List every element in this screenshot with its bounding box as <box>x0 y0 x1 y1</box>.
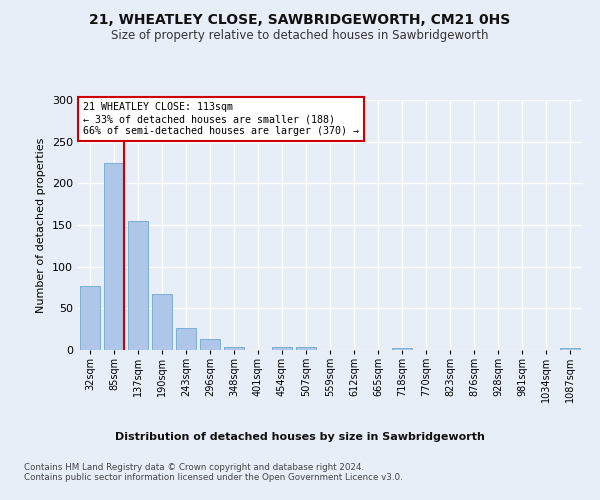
Text: 21, WHEATLEY CLOSE, SAWBRIDGEWORTH, CM21 0HS: 21, WHEATLEY CLOSE, SAWBRIDGEWORTH, CM21… <box>89 12 511 26</box>
Bar <box>272 346 292 350</box>
Bar <box>104 164 124 350</box>
Bar <box>392 348 412 350</box>
Text: Distribution of detached houses by size in Sawbridgeworth: Distribution of detached houses by size … <box>115 432 485 442</box>
Bar <box>224 346 244 350</box>
Bar <box>80 286 100 350</box>
Text: Size of property relative to detached houses in Sawbridgeworth: Size of property relative to detached ho… <box>111 29 489 42</box>
Bar <box>560 348 580 350</box>
Bar <box>176 328 196 350</box>
Bar <box>128 221 148 350</box>
Y-axis label: Number of detached properties: Number of detached properties <box>37 138 46 312</box>
Text: Contains HM Land Registry data © Crown copyright and database right 2024.
Contai: Contains HM Land Registry data © Crown c… <box>24 462 403 482</box>
Text: 21 WHEATLEY CLOSE: 113sqm
← 33% of detached houses are smaller (188)
66% of semi: 21 WHEATLEY CLOSE: 113sqm ← 33% of detac… <box>83 102 359 136</box>
Bar <box>200 339 220 350</box>
Bar <box>296 346 316 350</box>
Bar <box>152 294 172 350</box>
